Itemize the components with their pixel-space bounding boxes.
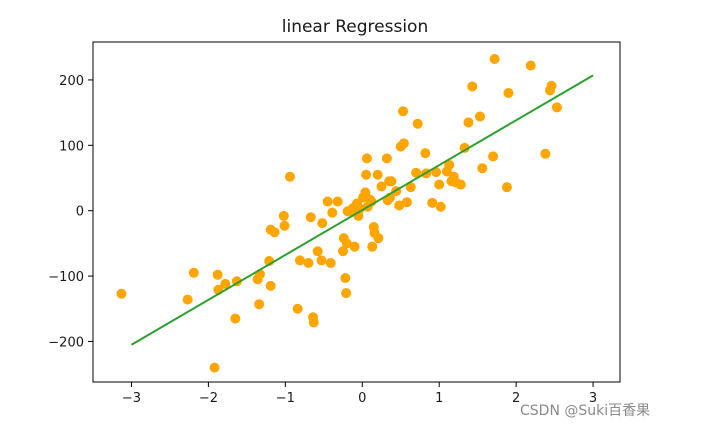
scatter-point <box>212 269 223 280</box>
scatter-point <box>501 182 512 193</box>
scatter-point <box>341 238 352 249</box>
scatter-point <box>312 246 323 257</box>
x-tick-label: 3 <box>589 391 597 406</box>
scatter-point <box>386 176 397 187</box>
scatter-point <box>182 294 193 305</box>
scatter-point <box>373 233 384 244</box>
scatter-point <box>412 118 423 129</box>
scatter-point <box>444 159 455 170</box>
scatter-point <box>317 218 328 229</box>
scatter-point <box>398 106 409 117</box>
y-tick-label: −100 <box>48 270 84 285</box>
scatter-point <box>116 288 127 299</box>
x-tick-label: −2 <box>199 391 218 406</box>
scatter-point <box>361 169 372 180</box>
scatter-point <box>279 220 290 231</box>
scatter-point <box>338 246 349 257</box>
scatter-point <box>325 258 336 268</box>
scatter-point <box>340 273 351 284</box>
scatter-point <box>411 167 422 178</box>
x-tick-label: 2 <box>512 391 520 406</box>
scatter-point <box>278 210 289 221</box>
scatter-point <box>381 153 392 164</box>
scatter-point <box>305 212 316 223</box>
scatter-point <box>294 255 305 266</box>
scatter-point <box>489 54 500 64</box>
plot-area-frame <box>92 41 621 383</box>
scatter-point <box>322 196 333 207</box>
scatter-point <box>303 258 314 268</box>
scatter-point <box>188 267 199 278</box>
scatter-point <box>551 102 562 113</box>
scatter-point <box>220 278 231 289</box>
scatter-point <box>546 80 557 91</box>
scatter-point <box>525 60 536 71</box>
y-tick-label: 0 <box>76 205 84 220</box>
scatter-point <box>435 201 446 212</box>
scatter-point <box>398 138 409 149</box>
scatter-point <box>367 241 378 252</box>
x-tick-label: 0 <box>358 391 366 406</box>
scatter-point <box>308 317 319 328</box>
scatter-point <box>376 181 387 192</box>
scatter-point <box>327 207 338 218</box>
y-tick-label: −200 <box>48 335 84 350</box>
scatter-point <box>455 179 466 190</box>
x-tick-label: −3 <box>122 391 141 406</box>
regression-line <box>130 74 594 346</box>
scatter-point <box>463 117 474 128</box>
x-tick-label: 1 <box>435 391 443 406</box>
scatter-point <box>292 303 303 314</box>
scatter-point <box>405 182 416 193</box>
scatter-point <box>431 167 442 178</box>
scatter-point <box>349 241 360 252</box>
scatter-point <box>459 142 470 153</box>
scatter-point <box>354 203 365 214</box>
scatter-point <box>230 313 241 324</box>
scatter-point <box>284 171 295 182</box>
scatter-point <box>477 163 488 174</box>
scatter-point <box>265 280 276 291</box>
scatter-point <box>269 227 280 238</box>
chart-marks <box>116 54 594 373</box>
scatter-point <box>341 288 352 299</box>
scatter-point <box>474 111 485 122</box>
scatter-point <box>254 299 265 310</box>
scatter-point <box>394 200 405 211</box>
scatter-point <box>540 148 551 159</box>
y-tick-label: 200 <box>59 74 84 89</box>
scatter-point <box>361 153 372 164</box>
scatter-point <box>427 197 438 208</box>
scatter-point <box>316 255 327 266</box>
scatter-point <box>372 169 383 180</box>
scatter-point <box>401 197 412 208</box>
axis-ticks: −3 −2 −1 0 1 2 3 −200 −100 0 100 200 <box>48 74 597 406</box>
scatter-point <box>488 151 499 162</box>
scatter-point <box>332 196 343 207</box>
watermark-text: CSDN @Suki百香果 <box>520 403 651 419</box>
chart-title: linear Regression <box>282 17 428 37</box>
scatter-point <box>434 179 445 190</box>
y-tick-label: 100 <box>59 139 84 154</box>
scatter-point <box>467 81 478 92</box>
scatter-point <box>420 148 431 159</box>
scatter-point <box>360 187 371 198</box>
x-tick-label: −1 <box>276 391 295 406</box>
scatter-point <box>503 88 514 98</box>
scatter-point <box>209 362 220 373</box>
